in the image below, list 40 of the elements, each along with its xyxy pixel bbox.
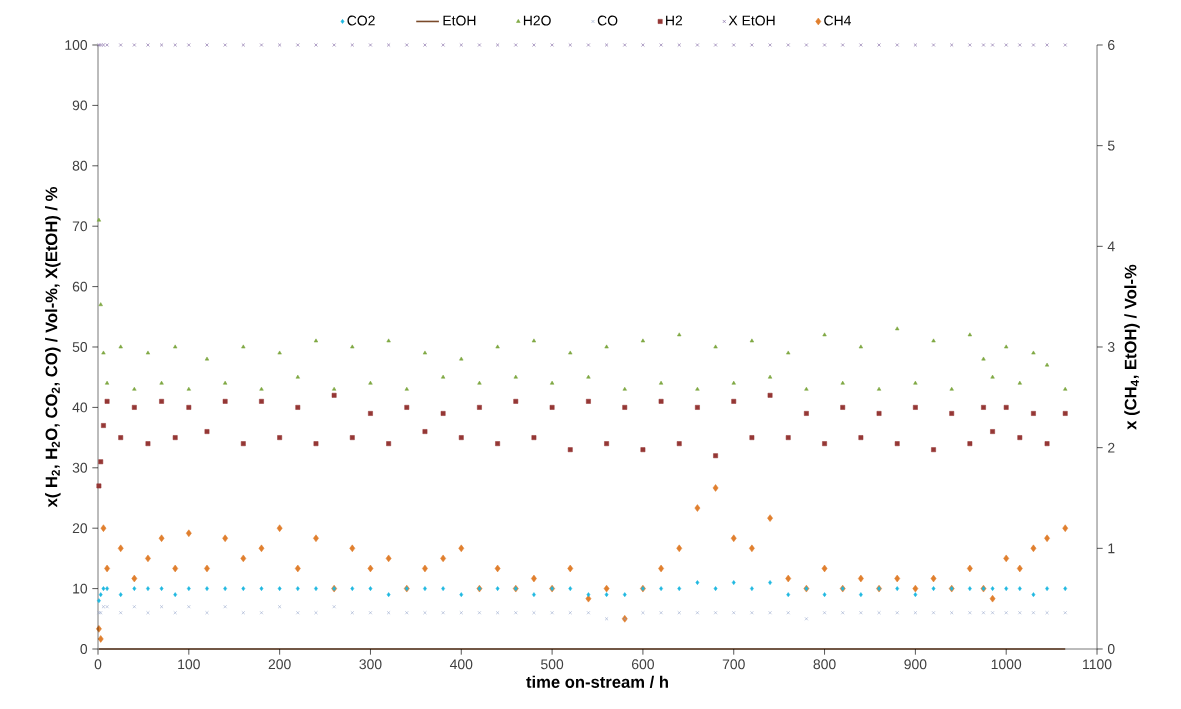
x-tick-label: 400 [449,659,473,670]
legend-label: X EtOH [728,15,775,26]
x-tick-label: 1000 [991,659,1022,670]
y-tick-label: 90 [72,100,88,111]
y-tick-label: 50 [72,342,88,352]
y2-axis-title: x (CH$_{4}$, EtOH) / Vol-% [1124,264,1140,430]
x-tick-label: 200 [268,659,291,670]
x-tick-label: 100 [178,659,200,670]
legend-label: CH4 [824,15,851,26]
y-tick-label: 60 [72,281,88,292]
x-tick-label: 600 [631,659,654,670]
legend-label: CO2 [347,15,375,26]
y-tick-label: 30 [72,462,88,473]
legend-label: CO [597,15,618,26]
y2-tick-label: 4 [1107,241,1115,252]
y2-tick-label: 6 [1108,40,1115,50]
y-tick-label: 70 [72,221,88,232]
y2-tick-label: 2 [1108,442,1115,453]
y-tick-label: 20 [72,523,88,534]
y2-tick-label: 1 [1108,543,1115,554]
x-tick-label: 0 [94,659,102,670]
x-tick-label: 1100 [1083,659,1112,670]
x-tick-label: 700 [722,659,745,670]
legend-label: EtOH [443,15,476,26]
legend-label: H2 [666,15,683,26]
y2-tick-label: 0 [1107,644,1115,654]
x-tick-label: 900 [904,659,927,670]
y-tick-label: 0 [80,644,88,654]
y-tick-label: 10 [73,583,88,594]
x-tick-label: 500 [541,659,564,670]
y-tick-label: 100 [65,40,88,50]
y-tick-label: 40 [72,402,88,413]
y-tick-label: 80 [72,160,88,171]
y2-tick-label: 5 [1107,140,1115,151]
x-tick-label: 800 [813,659,836,670]
y-axis-title: x( H$_{2}$, H$_{2}$O, CO$_{2}$, CO) / Vol-%, X(EtOH) / % [45,186,61,508]
x-axis-title: time on-stream / h [526,675,668,689]
x-tick-label: 300 [359,659,382,670]
y2-tick-label: 3 [1107,342,1115,352]
legend-label: H2O [523,15,551,26]
